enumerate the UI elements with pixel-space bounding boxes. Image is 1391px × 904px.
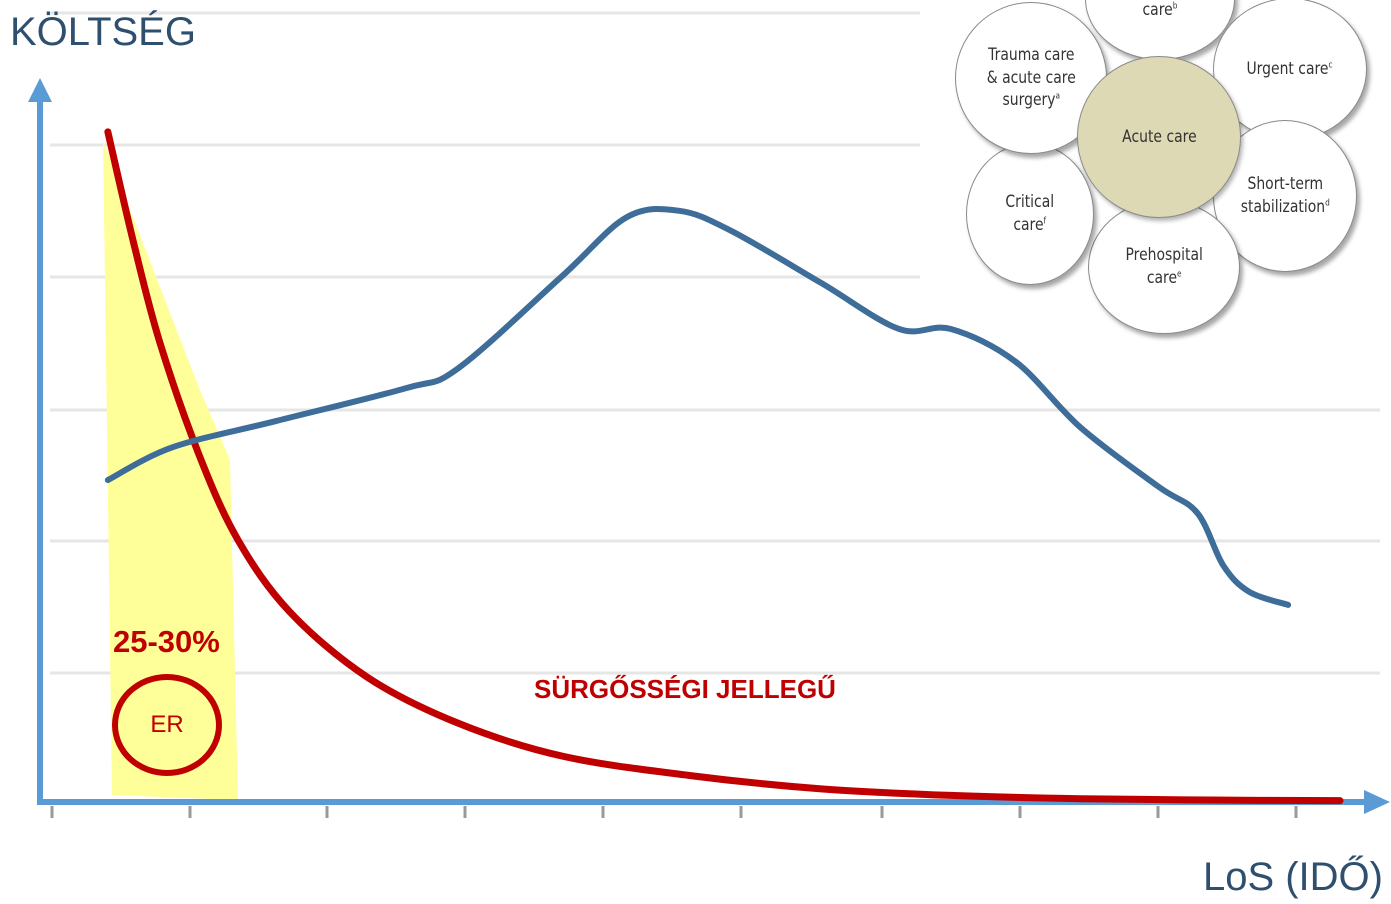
er-highlight-polygon [103,140,238,800]
y-axis-arrow [28,78,52,102]
er-circle: ER [112,674,222,776]
series-lines [104,128,1344,805]
er-label: ER [150,711,184,738]
series-line-blue [104,205,1292,608]
x-axis-arrow [1364,790,1390,814]
petal-center-acute-care: Acute care [1077,56,1241,218]
y-axis-label: KÖLTSÉG [10,10,196,54]
petal-urgent-care: Urgent carec [1213,0,1367,140]
red-series-label: SÜRGŐSSÉGI JELLEGŰ [534,674,836,704]
petal-prehospital-care: Prehospital caree [1088,200,1240,334]
x-ticks [50,806,1298,818]
series-line-red [104,128,1344,805]
er-highlight-band [103,140,238,800]
x-axis-label: LoS (IDŐ) [1202,855,1383,899]
petal-critical-care: Critical caref [966,143,1094,285]
percent-annotation: 25-30% [113,624,220,659]
